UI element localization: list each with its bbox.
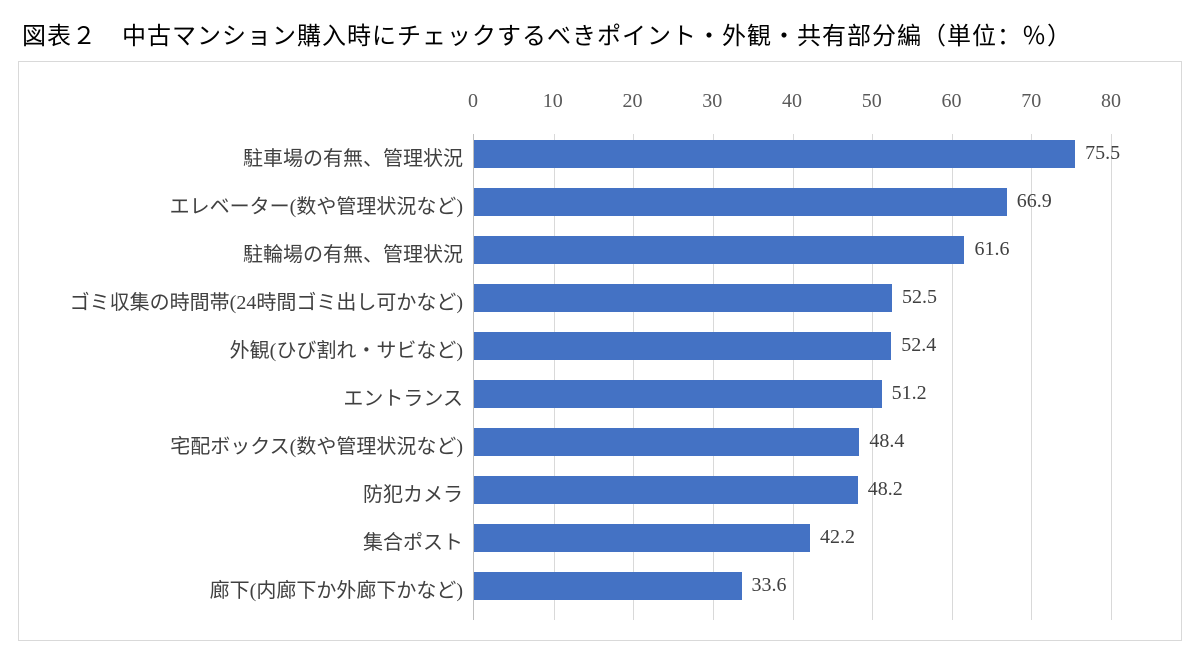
- x-tick-label: 80: [1101, 90, 1121, 113]
- bar: [474, 332, 891, 360]
- plot-area: 75.566.961.652.552.451.248.448.242.233.6: [473, 134, 1111, 620]
- x-tick-label: 50: [862, 90, 882, 113]
- bar: [474, 284, 892, 312]
- chart-title: 図表２ 中古マンション購入時にチェックするべきポイント・外観・共有部分編（単位：…: [22, 16, 1182, 51]
- bar-value-label: 48.2: [868, 478, 903, 501]
- bar-value-label: 66.9: [1017, 190, 1052, 213]
- x-tick-label: 60: [942, 90, 962, 113]
- category-label: ゴミ収集の時間帯(24時間ゴミ出し可かなど): [70, 286, 463, 315]
- bar-value-label: 33.6: [752, 574, 787, 597]
- bar: [474, 380, 882, 408]
- x-tick-label: 20: [623, 90, 643, 113]
- x-axis: 01020304050607080: [473, 62, 1111, 134]
- bar: [474, 476, 858, 504]
- x-tick-label: 70: [1021, 90, 1041, 113]
- bar: [474, 524, 810, 552]
- bar-value-label: 48.4: [869, 430, 904, 453]
- category-labels-column: 駐車場の有無、管理状況エレベーター(数や管理状況など) 駐輪場の有無、管理状況ゴミ…: [19, 134, 469, 620]
- bar-value-label: 51.2: [892, 382, 927, 405]
- category-label: 駐輪場の有無、管理状況: [243, 238, 463, 267]
- category-label: 宅配ボックス(数や管理状況など): [170, 430, 463, 459]
- category-label: 廊下(内廊下か外廊下かなど): [210, 574, 463, 603]
- category-label: エントランス: [343, 382, 463, 411]
- x-tick-label: 0: [468, 90, 478, 113]
- bar-value-label: 75.5: [1085, 142, 1120, 165]
- bar-value-label: 61.6: [974, 238, 1009, 261]
- bar-value-label: 52.4: [901, 334, 936, 357]
- bar: [474, 188, 1007, 216]
- x-tick-label: 40: [782, 90, 802, 113]
- bar: [474, 572, 742, 600]
- plot-column: 01020304050607080 75.566.961.652.552.451…: [473, 62, 1111, 620]
- chart-frame: 駐車場の有無、管理状況エレベーター(数や管理状況など) 駐輪場の有無、管理状況ゴミ…: [18, 61, 1182, 641]
- bar-value-label: 42.2: [820, 526, 855, 549]
- x-tick-label: 30: [702, 90, 722, 113]
- bar: [474, 428, 859, 456]
- category-label: 外観(ひび割れ・サビなど): [230, 334, 463, 363]
- category-label: 集合ポスト: [363, 526, 463, 555]
- x-tick-label: 10: [543, 90, 563, 113]
- category-label: エレベーター(数や管理状況など): [170, 190, 463, 219]
- bar: [474, 236, 964, 264]
- bar-value-label: 52.5: [902, 286, 937, 309]
- category-label: 駐車場の有無、管理状況: [243, 142, 463, 171]
- gridline: [1111, 134, 1112, 620]
- category-label: 防犯カメラ: [363, 478, 463, 507]
- bar: [474, 140, 1075, 168]
